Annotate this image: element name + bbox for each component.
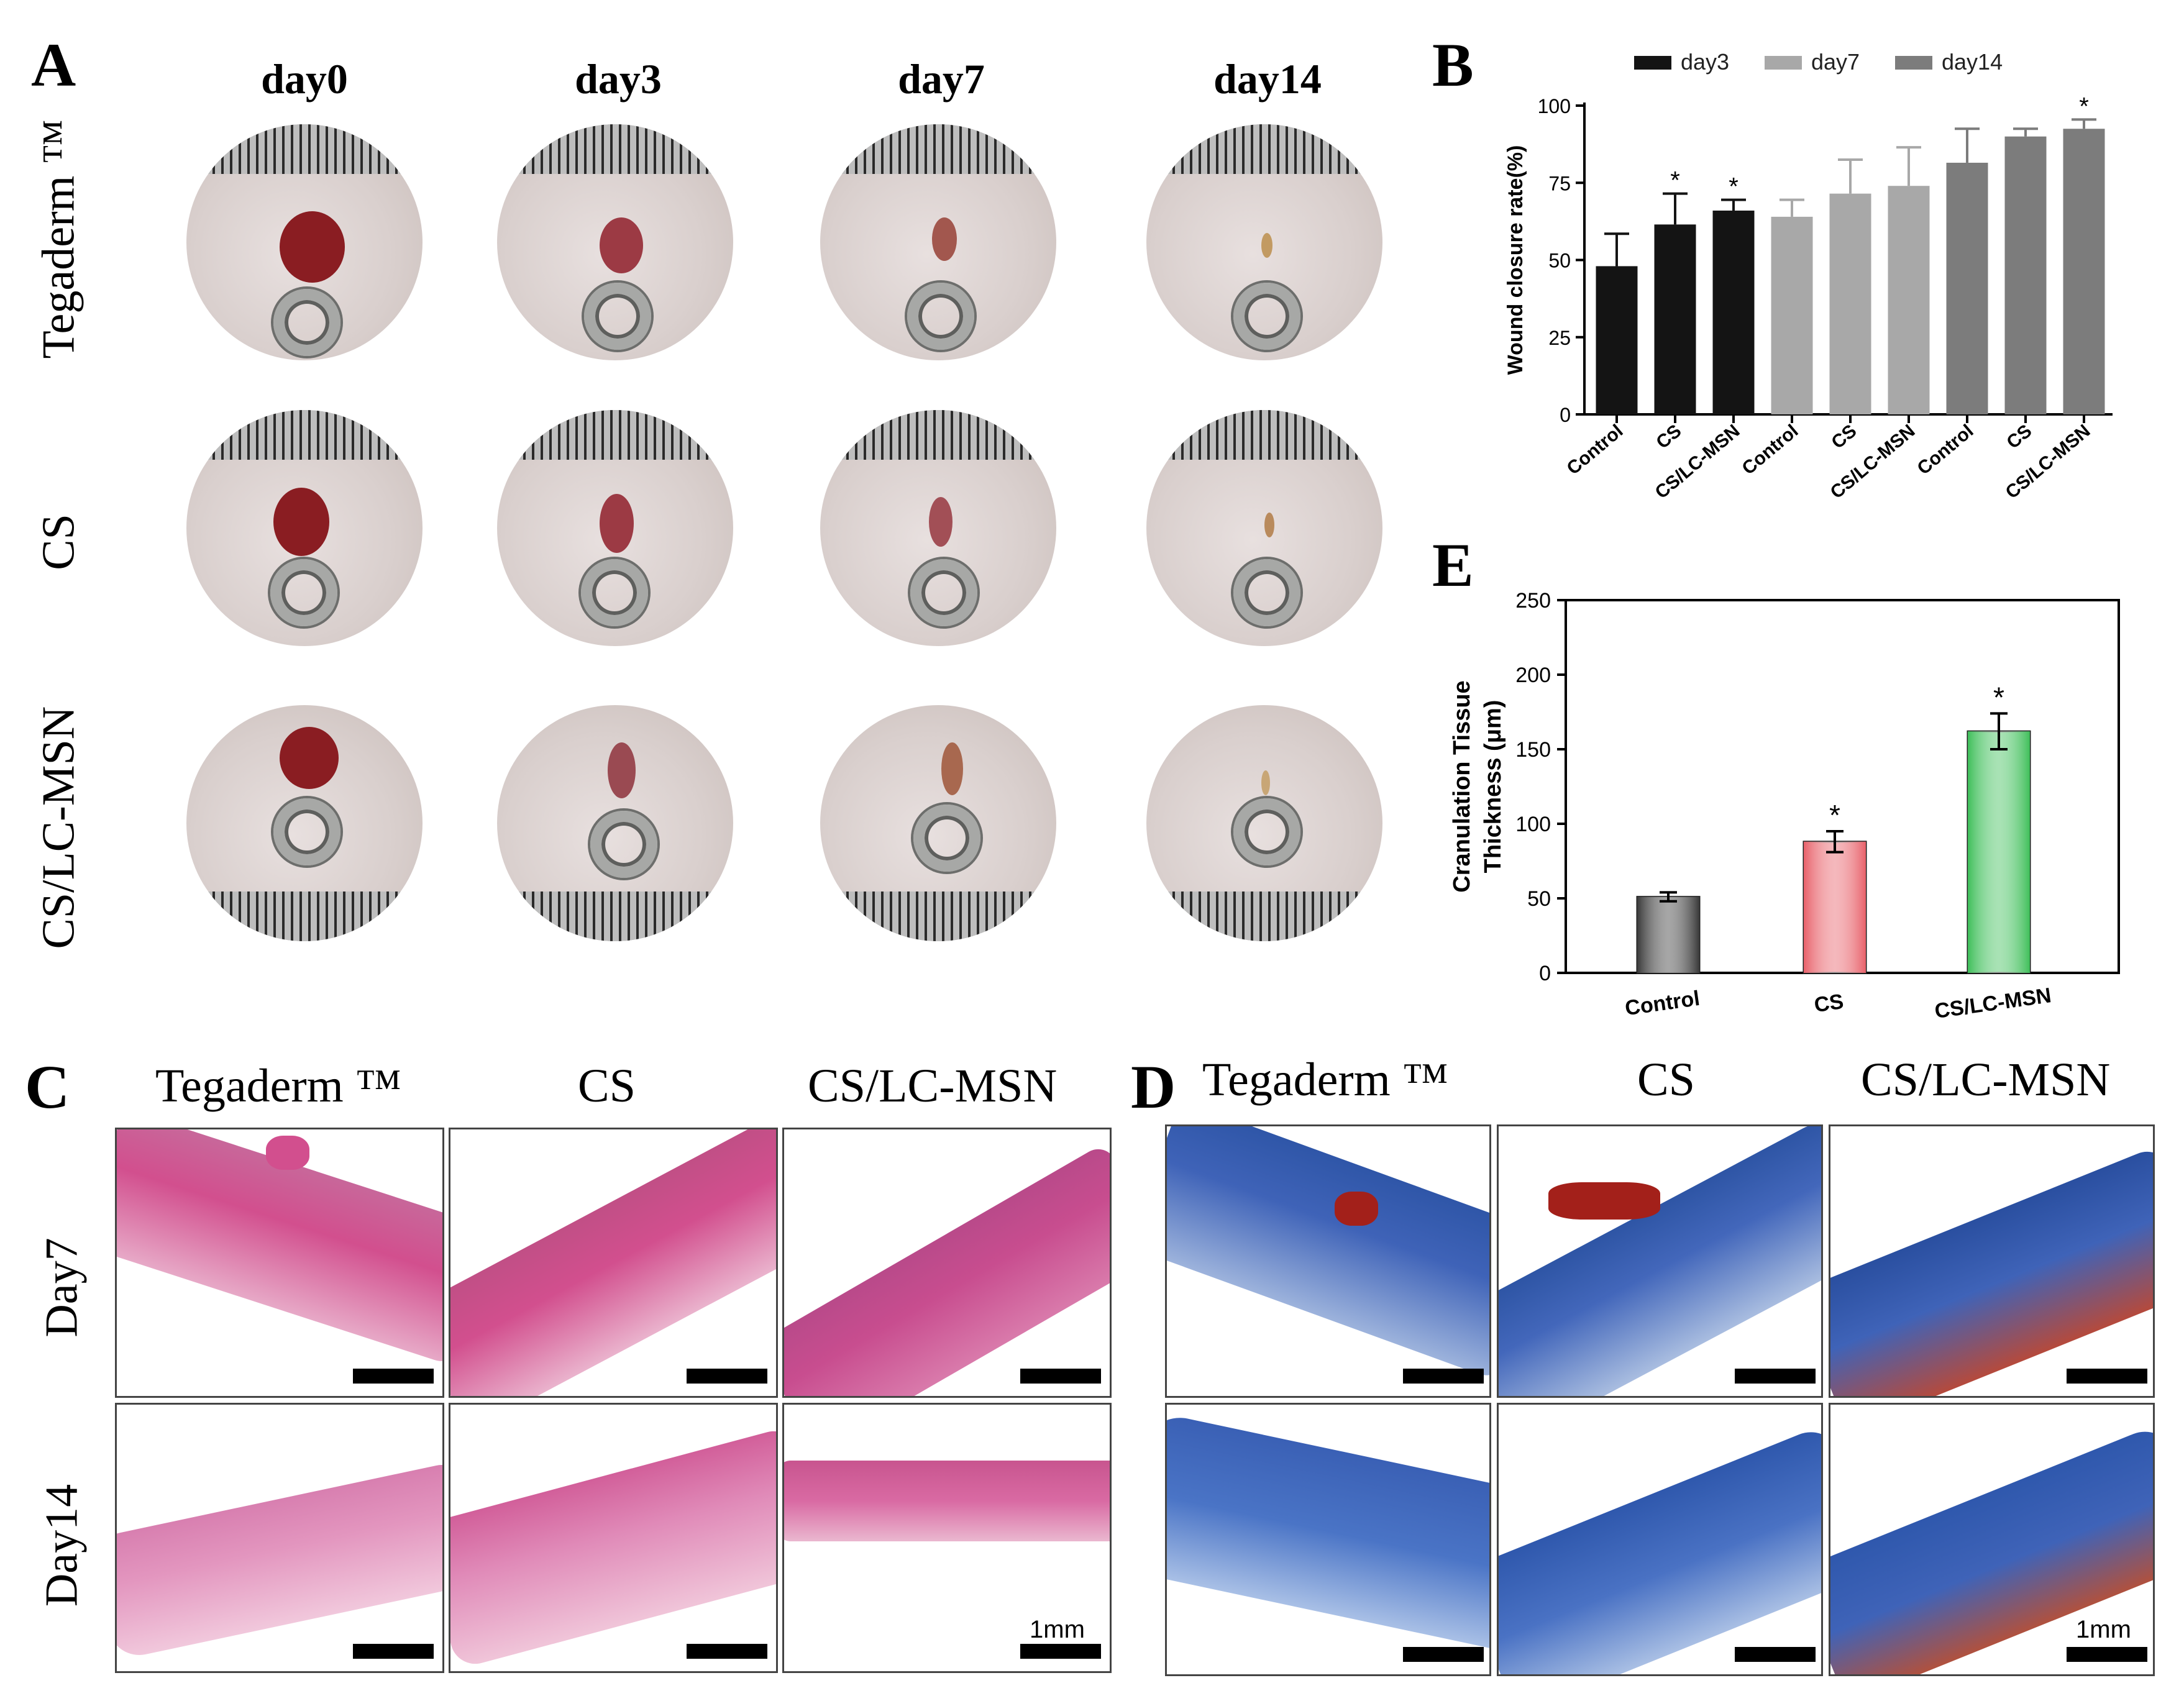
masson-tegaderm-day14 [1165, 1403, 1491, 1676]
e-xtick-label-1: CS [1812, 990, 1845, 1017]
e-sig-2: * [1993, 681, 2004, 713]
wound-photo-tegaderm-day0 [186, 124, 423, 360]
masson-tegaderm-day7 [1165, 1124, 1491, 1398]
b-ytick-label-75: 75 [1548, 172, 1571, 194]
col-day3: day3 [575, 55, 662, 103]
masson-cslcmsn-day7 [1829, 1124, 2155, 1398]
d-col-cs: CS [1637, 1054, 1695, 1106]
b-xtick-label-day14-0: Control [1914, 421, 1978, 479]
legend-swatch-day7 [1765, 56, 1802, 70]
col-day7: day7 [898, 55, 985, 103]
b-sig-day14-2: * [2079, 93, 2089, 120]
wound-photo-tegaderm-day14 [1146, 124, 1382, 360]
c-scale-label: 1mm [1030, 1616, 1085, 1643]
wound-photo-cslcmsn-day0 [186, 705, 423, 941]
row-cs: CS [33, 514, 85, 570]
wound-photo-cs-day3 [497, 410, 733, 646]
b-bar-day7-1 [1829, 193, 1871, 414]
masson-cslcmsn-day14: 1mm [1829, 1403, 2155, 1676]
b-ytick-label-50: 50 [1548, 250, 1571, 272]
c-row-day7: Day7 [36, 1238, 88, 1338]
row-cslcmsn: CS/LC-MSN [33, 706, 85, 949]
b-bar-day3-1 [1654, 224, 1696, 414]
c-col-tegaderm: Tegaderm ™ [155, 1060, 402, 1112]
c-row-day14: Day14 [36, 1484, 88, 1607]
b-ytick-label-25: 25 [1548, 327, 1571, 349]
wound-photo-cslcmsn-day14 [1146, 705, 1382, 941]
legend-label-day14: day14 [1942, 49, 2003, 75]
wound-photo-tegaderm-day7 [820, 124, 1056, 360]
legend-swatch-day3 [1634, 56, 1671, 70]
d-col-tegaderm: Tegaderm ™ [1202, 1054, 1449, 1106]
e-bar-shade-0 [1637, 896, 1699, 973]
d-scale-label: 1mm [2076, 1616, 2131, 1643]
e-ylabel-line2: Thickness (μm) [1480, 700, 1506, 873]
e-xtick-label-2: CS/LC-MSN [1933, 983, 2052, 1023]
wound-photo-cs-day0 [186, 410, 423, 646]
b-bar-day3-2 [1712, 210, 1755, 414]
e-ytick-label-200: 200 [1515, 664, 1551, 687]
b-bar-day14-2 [2063, 129, 2105, 414]
e-ytick-label-50: 50 [1527, 887, 1551, 911]
e-ylabel-line1: Cranulation Tissue [1449, 680, 1475, 892]
b-xtick-label-day3-0: Control [1563, 421, 1627, 479]
panel-d-label: D [1131, 1052, 1176, 1121]
he-cs-day7 [449, 1128, 778, 1398]
e-ytick-label-250: 250 [1515, 589, 1551, 613]
e-ytick-label-0: 0 [1539, 962, 1551, 985]
b-sig-day3-1: * [1670, 167, 1680, 194]
legend-label-day3: day3 [1681, 49, 1729, 75]
b-ytick-label-100: 100 [1538, 95, 1571, 117]
wound-photo-cs-day14 [1146, 410, 1382, 646]
b-bar-day14-0 [1946, 162, 1988, 414]
panel-a-label: A [31, 30, 76, 99]
b-xtick-label-day3-1: CS [1652, 421, 1685, 453]
he-tegaderm-day7 [115, 1128, 444, 1398]
he-cslcmsn-day7 [782, 1128, 1112, 1398]
d-col-cslcmsn: CS/LC-MSN [1861, 1054, 2111, 1106]
e-bar-shade-1 [1804, 841, 1866, 973]
b-bar-day3-0 [1596, 266, 1638, 414]
masson-cs-day14 [1497, 1403, 1823, 1676]
chart-granulation-thickness: 0 50 100 150 200 250 Cranulation Tissue Thickne… [1449, 589, 2120, 1023]
c-col-cs: CS [578, 1060, 636, 1112]
wound-photo-cslcmsn-day7 [820, 705, 1056, 941]
b-bar-day14-1 [2004, 136, 2047, 414]
col-day0: day0 [261, 55, 348, 103]
b-bar-day7-0 [1771, 216, 1813, 414]
b-xtick-label-day7-0: Control [1739, 421, 1802, 479]
legend-swatch-day14 [1895, 56, 1932, 70]
e-ytick-label-100: 100 [1515, 813, 1551, 836]
b-ylabel: Wound closure rate(%) [1504, 145, 1527, 375]
panel-c-label: C [25, 1052, 70, 1121]
c-col-cslcmsn: CS/LC-MSN [808, 1060, 1058, 1112]
wound-photo-cs-day7 [820, 410, 1056, 646]
e-bar-shade-2 [1968, 731, 2030, 973]
wound-photo-cslcmsn-day3 [497, 705, 733, 941]
col-day14: day14 [1213, 55, 1322, 103]
b-bar-day7-2 [1888, 186, 1930, 414]
legend-label-day7: day7 [1811, 49, 1860, 75]
masson-cs-day7 [1497, 1124, 1823, 1398]
e-ytick-label-150: 150 [1515, 738, 1551, 762]
he-tegaderm-day14 [115, 1403, 444, 1673]
wound-photo-tegaderm-day3 [497, 124, 733, 360]
b-xtick-label-day7-1: CS [1827, 421, 1860, 453]
chart-wound-closure: day3 day7 day14 0 25 50 75 100 Wound closure rat… [1504, 49, 2113, 503]
b-ytick-label-0: 0 [1560, 404, 1571, 426]
row-tegaderm: Tegaderm ™ [33, 119, 85, 359]
b-sig-day3-2: * [1729, 173, 1739, 201]
e-sig-1: * [1829, 799, 1840, 831]
he-cslcmsn-day14: 1mm [782, 1403, 1112, 1673]
he-cs-day14 [449, 1403, 778, 1673]
b-xtick-label-day14-1: CS [2003, 421, 2036, 453]
e-xtick-label-0: Control [1624, 987, 1701, 1020]
panel-b-label: B [1432, 30, 1474, 99]
panel-e-label: E [1432, 531, 1474, 600]
